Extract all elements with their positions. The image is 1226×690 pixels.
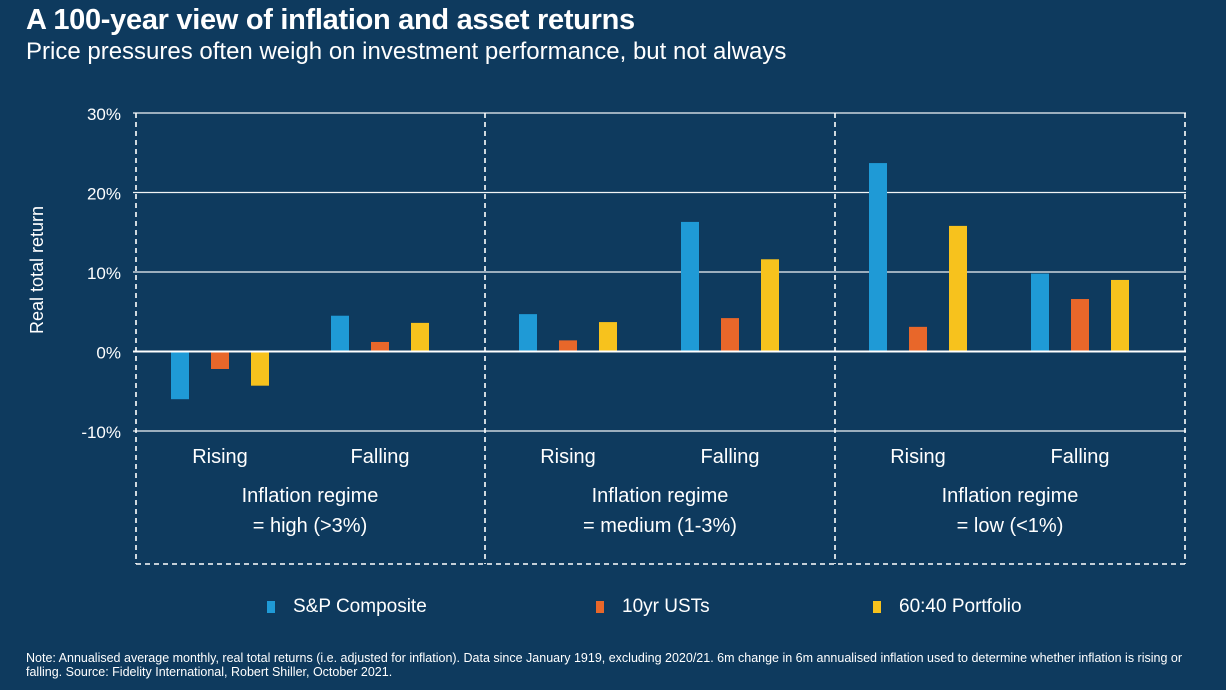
group-label-line1: Inflation regime: [592, 485, 729, 507]
legend-swatch: [267, 601, 275, 613]
y-tick-label: 0%: [96, 344, 121, 363]
bar-60-40-portfolio-5: [1111, 279, 1129, 352]
x-category-label: Falling: [1051, 446, 1110, 468]
group-dividers: [135, 113, 1186, 565]
bar-10yr-usts-1: [371, 341, 389, 352]
bar-chart: -10% 0% 10% 20% 30% Real total return Rising Fa…: [27, 105, 1186, 565]
group-label-line1: Inflation regime: [242, 485, 379, 507]
bar-s-p-composite-4: [869, 163, 887, 352]
legend-swatch: [873, 601, 881, 613]
bar-s-p-composite-1: [331, 315, 349, 352]
group-label-line2: = low (<1%): [957, 515, 1064, 537]
legend: S&P Composite 10yr USTs 60:40 Portfolio: [0, 596, 1226, 620]
x-category-label: Falling: [701, 446, 760, 468]
y-tick-label: 20%: [87, 185, 121, 204]
bar-60-40-portfolio-1: [411, 322, 429, 352]
group-label-line2: = medium (1-3%): [583, 515, 737, 537]
bar-s-p-composite-3: [681, 221, 699, 352]
bar-60-40-portfolio-0: [251, 351, 269, 386]
y-tick-label: 30%: [87, 105, 121, 124]
bar-10yr-usts-4: [909, 326, 927, 352]
legend-label: 60:40 Portfolio: [899, 596, 1022, 617]
legend-label: 10yr USTs: [622, 596, 710, 617]
footnote: Note: Annualised average monthly, real t…: [26, 651, 1182, 679]
bar-s-p-composite-2: [519, 314, 537, 352]
x-category-label: Falling: [351, 446, 410, 468]
x-category-label: Rising: [192, 446, 248, 468]
bar-s-p-composite-5: [1031, 273, 1049, 352]
y-tick-label: -10%: [81, 423, 121, 442]
legend-swatch: [596, 601, 604, 613]
x-category-label: Rising: [890, 446, 946, 468]
axis-labels: -10% 0% 10% 20% 30% Real total return Rising Fa…: [27, 105, 1109, 537]
chart-subtitle: Price pressures often weigh on investmen…: [26, 38, 787, 65]
bars: [171, 163, 1129, 400]
bar-10yr-usts-3: [721, 318, 739, 352]
bar-10yr-usts-2: [559, 340, 577, 352]
legend-item-s-p-composite: S&P Composite: [267, 596, 427, 618]
bar-s-p-composite-0: [171, 351, 189, 400]
legend-label: S&P Composite: [293, 596, 427, 617]
legend-item-10yr-usts: 10yr USTs: [596, 596, 710, 618]
bar-10yr-usts-0: [211, 351, 229, 369]
chart-title: A 100-year view of inflation and asset r…: [26, 4, 635, 36]
bar-60-40-portfolio-2: [599, 322, 617, 352]
legend-item-60-40-portfolio: 60:40 Portfolio: [873, 596, 1022, 618]
x-category-label: Rising: [540, 446, 596, 468]
bar-10yr-usts-5: [1071, 299, 1089, 352]
y-tick-label: 10%: [87, 264, 121, 283]
bar-60-40-portfolio-4: [949, 225, 967, 352]
group-label-line2: = high (>3%): [253, 515, 368, 537]
gridlines: [133, 112, 1186, 432]
bar-60-40-portfolio-3: [761, 259, 779, 352]
y-axis-title: Real total return: [27, 206, 47, 334]
group-label-line1: Inflation regime: [942, 485, 1079, 507]
